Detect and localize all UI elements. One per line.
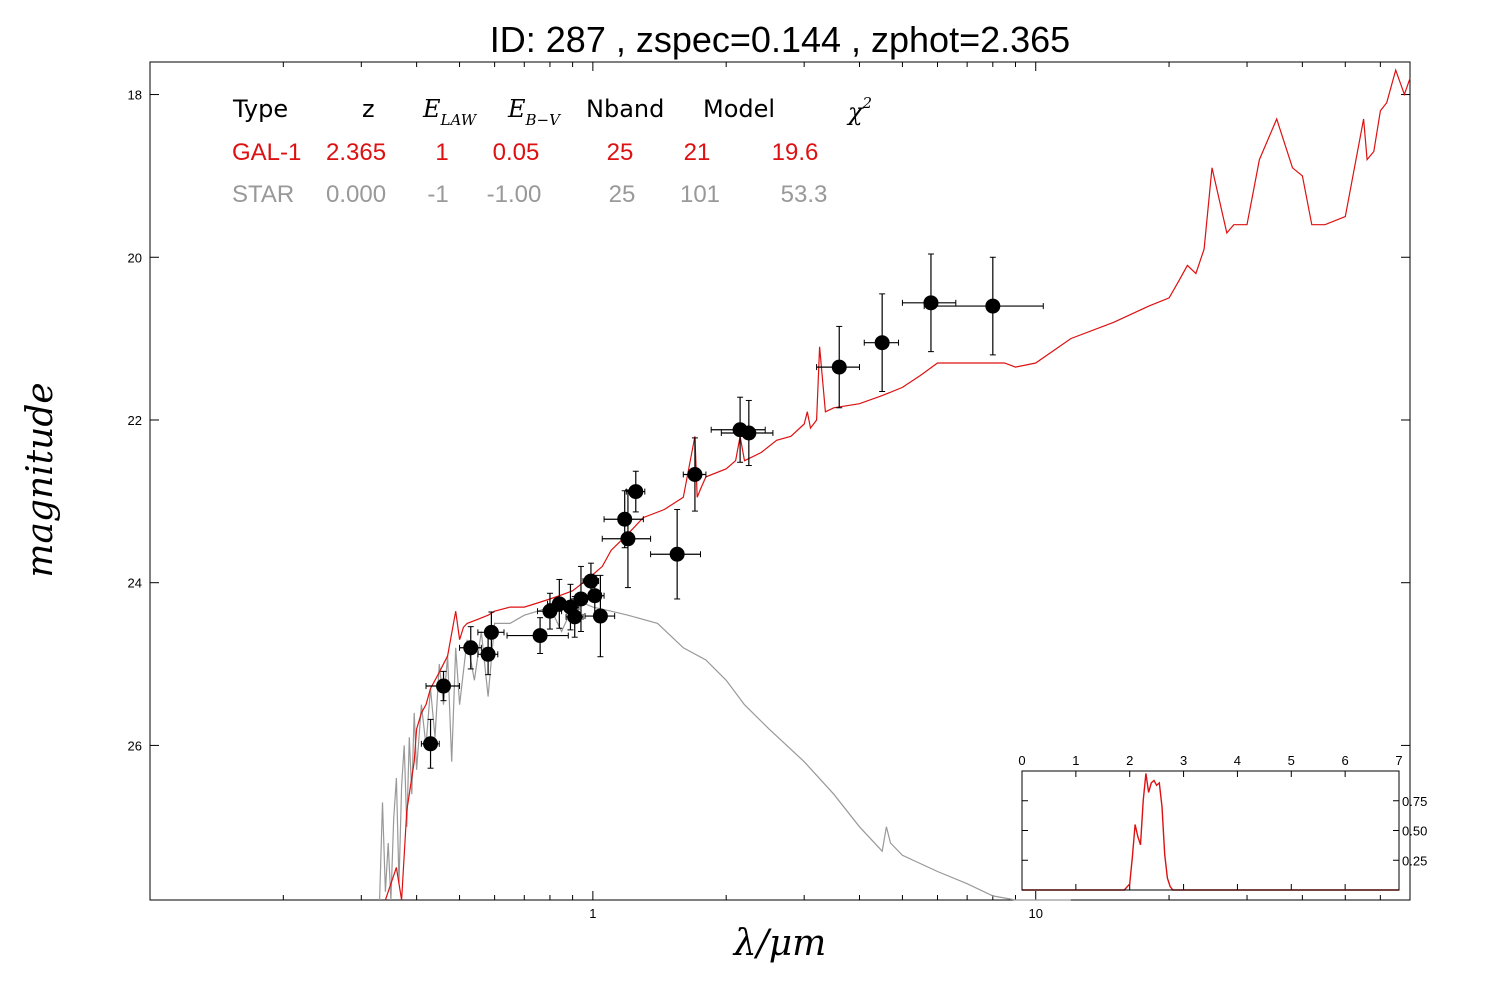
x-tick-label: 10 xyxy=(1028,906,1042,921)
chart-title: ID: 287 , zspec=0.144 , zphot=2.365 xyxy=(490,19,1070,60)
photometry-point xyxy=(710,396,766,463)
pdz-inset: 0 1 2 3 4 5 6 7 0.25 0.50 0.75 xyxy=(1018,753,1427,891)
point-marker xyxy=(687,466,703,482)
point-marker xyxy=(592,608,608,624)
photometry-point xyxy=(459,626,482,670)
row-star-model: 101 xyxy=(680,181,720,208)
x-tick-label: 1 xyxy=(589,906,596,921)
y-tick-label: 24 xyxy=(128,576,142,591)
y-axis-label: magnitude xyxy=(20,382,61,577)
row-gal-name: GAL-1 xyxy=(232,139,301,166)
row-gal-nband: 25 xyxy=(607,139,634,166)
photometry-point xyxy=(584,574,616,658)
inset-x-tick-label: 1 xyxy=(1072,753,1079,768)
photometry-point xyxy=(425,670,461,702)
inset-x-tick-label: 6 xyxy=(1342,753,1349,768)
row-star-ebv: -1.00 xyxy=(487,181,542,208)
results-table: Type z ELAW EB−V Nband Model χ2 GAL-1 2.… xyxy=(232,94,872,208)
inset-x-tick-label: 5 xyxy=(1288,753,1295,768)
table-header-chi2: χ2 xyxy=(846,94,872,126)
point-marker xyxy=(831,359,847,375)
point-marker xyxy=(620,531,636,547)
point-marker xyxy=(923,295,939,311)
row-gal-chi2: 19.6 xyxy=(772,139,819,166)
inset-axis-ticks: 0 1 2 3 4 5 6 7 0.25 0.50 0.75 xyxy=(1018,753,1427,890)
photometry-point xyxy=(477,611,505,654)
point-marker xyxy=(985,298,1001,314)
row-star-chi2: 53.3 xyxy=(781,181,828,208)
point-marker xyxy=(669,546,685,562)
point-marker xyxy=(423,736,439,752)
table-row-gal: GAL-1 2.365 1 0.05 25 21 19.6 xyxy=(232,139,818,166)
inset-y-tick-label: 0.75 xyxy=(1402,794,1427,809)
inset-y-tick-label: 0.50 xyxy=(1402,824,1427,839)
inset-x-tick-label: 0 xyxy=(1018,753,1025,768)
point-marker xyxy=(436,678,452,694)
pdz-curve xyxy=(1022,773,1399,891)
point-marker xyxy=(532,628,548,644)
galaxy-model-curve xyxy=(384,68,1411,901)
table-header-z: z xyxy=(362,95,375,123)
x-axis-label: λ/μm xyxy=(732,923,826,964)
table-header-nband: Nband xyxy=(586,95,664,123)
row-gal-model: 21 xyxy=(684,139,711,166)
inset-x-tick-label: 2 xyxy=(1126,753,1133,768)
y-tick-label: 26 xyxy=(128,738,142,753)
point-marker xyxy=(628,484,644,500)
point-marker xyxy=(874,335,890,351)
table-header-elaw: ELAW xyxy=(422,95,478,129)
photometry-point xyxy=(625,470,646,513)
table-header-type: Type xyxy=(232,95,288,123)
photometry-point xyxy=(720,399,774,467)
row-star-name: STAR xyxy=(232,181,294,208)
star-model-line xyxy=(379,602,1071,901)
table-header-ebv: EB−V xyxy=(507,95,562,129)
row-gal-z: 2.365 xyxy=(326,139,386,166)
photometry-point xyxy=(582,562,600,600)
point-marker xyxy=(741,425,757,441)
photometry-point xyxy=(901,253,957,353)
point-marker xyxy=(573,591,589,607)
inset-x-tick-label: 7 xyxy=(1395,753,1402,768)
y-tick-label: 22 xyxy=(128,413,142,428)
photometry-point xyxy=(682,437,707,512)
row-star-nband: 25 xyxy=(609,181,636,208)
y-tick-label: 18 xyxy=(128,88,142,103)
point-marker xyxy=(483,624,499,640)
inset-background xyxy=(1022,771,1399,890)
galaxy-model-line xyxy=(384,68,1411,901)
photometry-point xyxy=(420,718,440,769)
photometry-points xyxy=(420,253,1044,769)
row-star-z: 0.000 xyxy=(326,181,386,208)
row-gal-ebv: 0.05 xyxy=(493,139,540,166)
inset-x-tick-label: 4 xyxy=(1234,753,1241,768)
point-marker xyxy=(567,609,583,625)
photometry-point xyxy=(601,489,652,589)
star-model-curve xyxy=(379,602,1071,901)
photometry-point xyxy=(506,617,569,654)
photometry-point xyxy=(477,633,499,676)
table-row-star: STAR 0.000 -1 -1.00 25 101 53.3 xyxy=(232,181,827,208)
y-tick-label: 20 xyxy=(128,250,142,265)
photometry-point xyxy=(816,325,860,409)
pdz-line xyxy=(1022,773,1399,891)
inset-x-tick-label: 3 xyxy=(1180,753,1187,768)
main-plot-frame xyxy=(149,61,1411,901)
photometry-point xyxy=(923,256,1044,356)
row-star-elaw: -1 xyxy=(427,181,448,208)
table-header-model: Model xyxy=(703,95,775,123)
point-marker xyxy=(480,646,496,662)
inset-y-tick-label: 0.25 xyxy=(1402,853,1427,868)
point-marker xyxy=(463,640,479,656)
row-gal-elaw: 1 xyxy=(435,139,448,166)
photometry-point xyxy=(650,508,702,600)
point-marker xyxy=(583,573,599,589)
point-marker xyxy=(617,511,633,527)
photometry-point xyxy=(863,293,900,393)
inset-frame xyxy=(1021,770,1400,891)
